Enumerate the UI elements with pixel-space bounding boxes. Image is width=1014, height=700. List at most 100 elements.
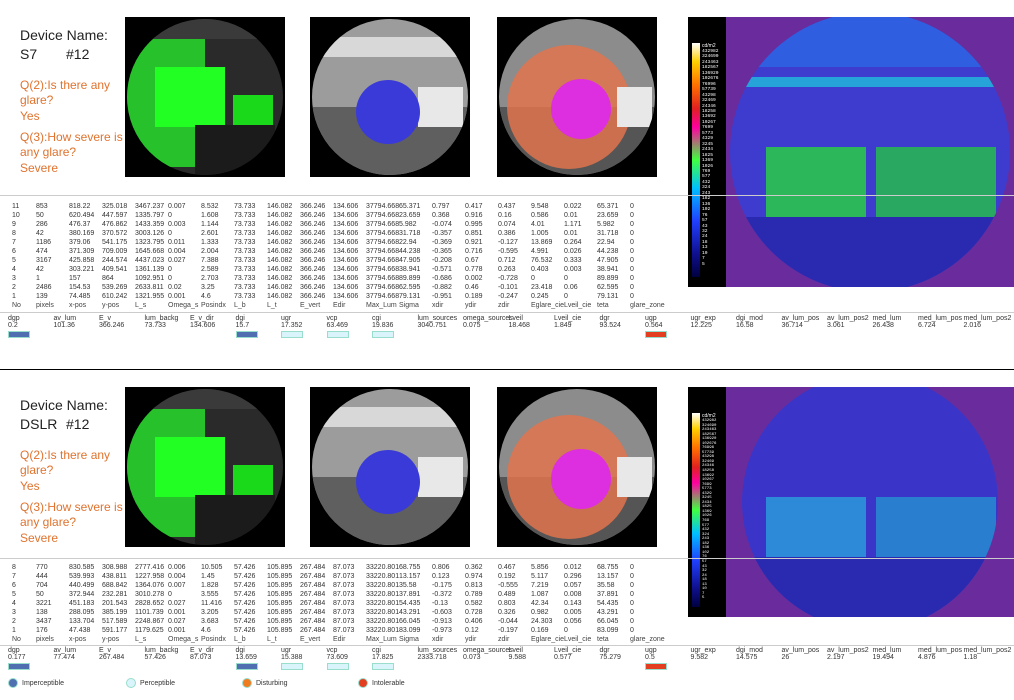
table-cell: 1: [36, 275, 40, 282]
falsecolor-tick: 10267: [702, 119, 716, 125]
table-cell: 366.246: [300, 293, 326, 300]
summary-label: cgi: [372, 315, 381, 322]
falsecolor-tick: 24: [702, 234, 708, 240]
glare-summary: dgp 0.2 av_lum 101.36 E_v 366.246 lum_backg 73.…: [8, 315, 1014, 355]
table-cell: 0: [630, 564, 634, 571]
table-cell: 146.082: [267, 221, 293, 228]
table-cell: 1364.076: [135, 582, 165, 589]
table-cell: 0.189: [465, 293, 483, 300]
table-cell: 267.484: [300, 627, 326, 634]
falsecolor-scale: cd/m2 432982 324690 243463 182567 136920 1026…: [690, 389, 724, 613]
table-cell: 74.485: [69, 293, 91, 300]
table-cell: 0: [630, 284, 634, 291]
table-cell: 0.169: [531, 627, 549, 634]
summary-metric: ugr 17.352: [281, 315, 351, 338]
table-cell: 0: [630, 618, 634, 625]
table-cell: 308.988: [102, 564, 128, 571]
table-cell: 62.595: [399, 284, 421, 291]
table-cell: 47.905: [399, 257, 421, 264]
table-cell: 0: [630, 239, 634, 246]
summary-metric: med_lum 19.494: [873, 647, 943, 661]
table-cell: -0.247: [498, 293, 518, 300]
table-cell: 11: [12, 203, 20, 210]
table-cell: 0.586: [531, 212, 549, 219]
table-cell: 0.004: [168, 573, 186, 580]
summary-label: dgi_mod: [736, 315, 763, 322]
table-cell: 0.916: [465, 212, 483, 219]
table-cell: 4.6: [201, 627, 211, 634]
legend-item: Imperceptible: [8, 678, 64, 688]
falsecolor-unit: cd/m2: [702, 413, 716, 419]
device-name-label: Device Name:: [20, 27, 108, 43]
table-cell: 425.858: [69, 257, 95, 264]
table-header: glare_zone: [630, 302, 665, 309]
device-number: #12: [66, 416, 90, 432]
table-row: 9 286 476.37 476.862 1433.359 0.003 1.144 73.73…: [12, 220, 663, 229]
table-cell: 0.778: [465, 266, 483, 273]
table-cell: 2486: [36, 284, 52, 291]
summary-value: 77.474: [53, 654, 75, 661]
table-cell: 0: [630, 212, 634, 219]
summary-value: 1.18: [963, 654, 978, 661]
table-cell: 89.899: [597, 275, 619, 282]
table-cell: 539.269: [102, 284, 128, 291]
table-cell: 0.027: [168, 600, 186, 607]
severity-swatch: [645, 331, 667, 338]
table-cell: 830.585: [69, 564, 95, 571]
section-divider: [0, 369, 1014, 370]
summary-value: 17.352: [281, 322, 303, 329]
table-cell: 37794.668: [366, 293, 400, 300]
table-cell: 0.974: [465, 573, 483, 580]
table-cell: 2: [12, 618, 16, 625]
summary-metric: ugr_exp 12.225: [691, 315, 761, 329]
table-cell: 2.589: [201, 266, 219, 273]
table-cell: 105.895: [267, 591, 293, 598]
table-cell: 0.001: [168, 293, 186, 300]
table-cell: 267.484: [300, 618, 326, 625]
table-cell: 0.403: [531, 266, 549, 273]
table-cell: 33220.801: [366, 582, 400, 589]
table-cell: 31.718: [399, 230, 421, 237]
summary-metric: E_v 267.484: [99, 647, 169, 661]
summary-label: omega_sources: [463, 647, 513, 654]
falsecolor-tick: 4329: [702, 491, 712, 496]
table-cell: 54.435: [399, 600, 421, 607]
device-name-value: S7: [20, 46, 38, 62]
table-row: 3 138 288.095 385.199 1101.739 0.001 3.205 57.4…: [12, 608, 663, 617]
table-cell: 42: [36, 230, 44, 237]
falsecolor-tick: 577: [702, 523, 710, 528]
table-divider: [0, 195, 1014, 196]
summary-value: 134.606: [190, 322, 216, 329]
table-cell: 0.995: [465, 221, 483, 228]
table-cell: 3003.126: [135, 230, 165, 237]
table-cell: 37.891: [399, 591, 421, 598]
falsecolor-tick: 432: [702, 179, 711, 185]
table-header: Posindx: [201, 302, 226, 309]
table-header-row: No pixels x-pos y-pos L_s Omega_s Posindx L_b L_…: [12, 635, 665, 644]
falsecolor-tick: 57739: [702, 450, 715, 455]
table-cell: 366.246: [300, 248, 326, 255]
falsecolor-tick: 182567: [702, 65, 719, 71]
falsecolor-tick: 10267: [702, 478, 715, 483]
table-cell: 73.733: [234, 203, 256, 210]
table-cell: 7.219: [531, 582, 549, 589]
falsecolor-tick: 32469: [702, 98, 716, 104]
table-cell: 146.082: [267, 266, 293, 273]
table-cell: 371.309: [69, 248, 95, 255]
table-cell: 267.484: [300, 582, 326, 589]
table-cell: 73.733: [234, 275, 256, 282]
device-block-s7: Device Name: S7 #12 Q(2):Is there any gl…: [0, 17, 1014, 355]
table-cell: 134.606: [333, 203, 359, 210]
table-cell: 65.371: [399, 203, 421, 210]
table-cell: 33220.801: [366, 564, 400, 571]
summary-metric: Lveil_cie 1.849: [554, 315, 624, 329]
table-cell: 688.842: [102, 582, 128, 589]
table-cell: 50: [36, 591, 44, 598]
answer-2: Yes: [20, 479, 40, 493]
table-cell: 1335.797: [135, 212, 165, 219]
table-cell: 1186: [36, 239, 52, 246]
table-cell: 267.484: [300, 609, 326, 616]
table-header: pixels: [36, 302, 54, 309]
table-cell: 35.58: [399, 582, 417, 589]
table-cell: 66.045: [399, 618, 421, 625]
